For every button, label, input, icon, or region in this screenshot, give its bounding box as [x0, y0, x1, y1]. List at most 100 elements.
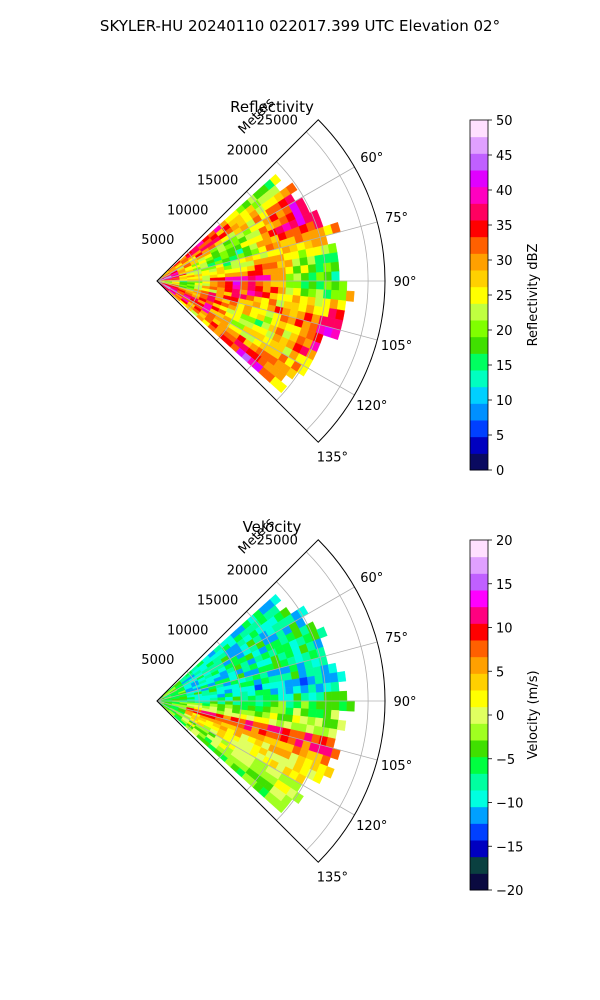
chart-title: Reflectivity — [230, 98, 314, 116]
radar-cell — [293, 280, 302, 289]
radar-cell — [232, 696, 241, 702]
azimuth-tick-label: 75° — [385, 211, 408, 226]
radar-cell — [278, 274, 287, 282]
range-tick-label: 5000 — [141, 233, 174, 248]
radar-cell — [217, 277, 226, 282]
azimuth-gridline — [156, 280, 355, 396]
radar-cell — [307, 288, 317, 298]
colorbar-tick-label: 30 — [496, 254, 513, 269]
azimuth-tick-label: 60° — [360, 571, 383, 586]
radar-cell — [224, 692, 234, 698]
azimuth-tick-label: 105° — [381, 759, 412, 774]
colorbar-tick-label: 5 — [496, 429, 504, 444]
radar-cell — [277, 267, 287, 275]
radar-cell — [255, 285, 264, 293]
radar-cell — [246, 265, 256, 272]
colorbar-tick-label: 20 — [496, 534, 513, 549]
radar-cell — [262, 688, 272, 696]
radar-cell — [330, 681, 340, 693]
colorbar-swatch — [470, 656, 488, 674]
colorbar: 0 5 10 15 20 25 30 35 40 45 50 Reflectivity dBZ — [469, 114, 541, 479]
radar-cell — [269, 593, 282, 606]
colorbar-tick-label: −5 — [496, 753, 515, 768]
radar-cell — [224, 272, 234, 278]
colorbar-swatch — [470, 386, 488, 404]
radar-cell — [263, 700, 272, 708]
colorbar-swatch — [470, 590, 488, 608]
radar-cell — [278, 700, 287, 708]
radar-cell — [225, 276, 234, 282]
radar-cell — [291, 258, 301, 267]
colorbar-swatch — [470, 790, 488, 808]
radar-cell — [314, 717, 324, 728]
colorbar-swatch — [470, 773, 488, 791]
colorbar-swatch — [470, 153, 488, 171]
radar-cell — [285, 287, 294, 296]
radar-cell — [270, 280, 279, 288]
colorbar-swatch — [470, 436, 488, 454]
radar-cell — [292, 265, 302, 275]
radar-cell — [285, 707, 294, 716]
radar-cell — [202, 698, 211, 702]
radar-cell — [278, 694, 287, 702]
radar-cell — [263, 694, 272, 702]
azimuth-gridline — [156, 280, 378, 341]
radar-cell — [291, 678, 301, 687]
radar-cell — [261, 262, 271, 271]
radar-cell — [300, 684, 310, 694]
radar-cell — [315, 709, 325, 719]
radar-cell — [270, 694, 279, 702]
colorbar-swatch — [470, 236, 488, 254]
radar-cell — [329, 299, 339, 310]
radar-cell — [316, 280, 325, 290]
radar-cell — [316, 700, 325, 710]
radar-cell — [308, 692, 317, 702]
colorbar-label: Reflectivity dBZ — [526, 244, 541, 347]
radar-cell — [323, 700, 333, 711]
radar-cell — [338, 700, 348, 712]
azimuth-gridline — [156, 641, 378, 702]
radar-cell — [232, 692, 241, 698]
radar-cell — [308, 700, 317, 710]
radar-cell — [323, 691, 333, 702]
radar-cell — [262, 706, 272, 714]
radar-cell — [232, 280, 241, 286]
radar-cell — [255, 689, 264, 697]
azimuth-tick-label: 135° — [317, 450, 348, 465]
colorbar-swatch — [470, 623, 488, 641]
radar-cell — [336, 299, 347, 311]
radar-cell — [285, 182, 298, 195]
radar-cell — [338, 690, 348, 702]
radar-cell — [269, 261, 279, 270]
radar-cell — [247, 270, 256, 277]
radar-cell — [307, 684, 317, 694]
radar-cell — [270, 706, 279, 714]
azimuth-tick-label: 90° — [393, 695, 416, 710]
colorbar-swatch — [470, 320, 488, 338]
colorbar-swatch — [470, 420, 488, 438]
radar-cell — [314, 254, 324, 265]
radar-cell — [299, 256, 309, 267]
range-tick-label: 5000 — [141, 653, 174, 668]
radar-cell — [300, 708, 310, 718]
radar-cell — [336, 671, 347, 683]
radar-cell — [300, 264, 310, 274]
radar-cell — [225, 696, 234, 702]
range-tick-label: 10000 — [167, 623, 208, 638]
colorbar-swatch — [470, 673, 488, 691]
radar-cell — [202, 278, 211, 282]
radar-cell — [323, 682, 332, 693]
radar-cell — [275, 801, 288, 814]
radar-cell — [336, 719, 347, 731]
radar-cell — [300, 280, 310, 290]
radar-cell — [346, 700, 355, 712]
colorbar: −20 −15 −10 −5 0 5 10 15 20 Velocity (m/s) — [469, 534, 541, 899]
radar-cell — [293, 273, 302, 282]
radar-cell — [275, 381, 288, 394]
colorbar-swatch — [470, 403, 488, 421]
radar-cell — [263, 274, 272, 282]
radar-cell — [321, 673, 332, 684]
radar-cell — [284, 679, 294, 688]
radar-cell — [300, 700, 310, 710]
